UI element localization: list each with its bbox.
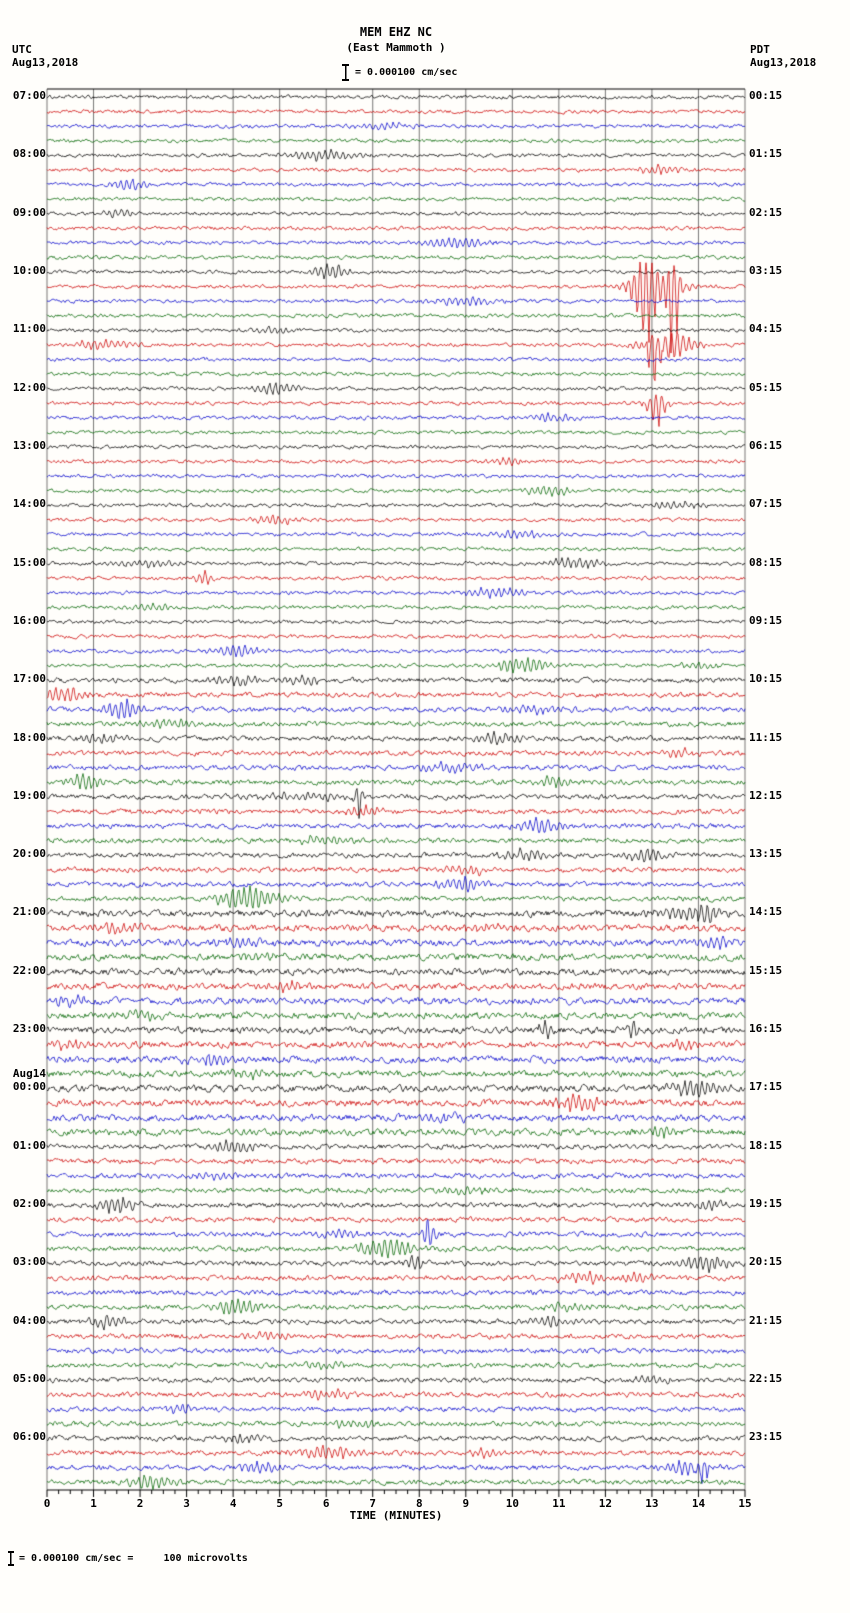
footer-scale-bar-icon xyxy=(8,1551,14,1566)
footer-text: = 0.000100 cm/sec = 100 microvolts xyxy=(19,1553,248,1564)
left-header: UTC Aug13,2018 xyxy=(12,43,78,69)
left-date-label: Aug13,2018 xyxy=(12,56,79,69)
footer-scale-note: = 0.000100 cm/sec = 100 microvolts xyxy=(8,1551,248,1566)
left-timezone-label: UTC xyxy=(12,43,32,56)
right-date-label: Aug13,2018 xyxy=(750,56,817,69)
right-timezone-label: PDT xyxy=(750,43,770,56)
scale-bar-icon xyxy=(342,64,349,81)
station-subtitle: (East Mammoth ) xyxy=(346,41,446,54)
right-header: PDT Aug13,2018 xyxy=(750,43,816,69)
scale-note-text: = 0.000100 cm/sec xyxy=(355,67,458,78)
station-title: MEM EHZ NC xyxy=(359,25,433,39)
title-block: MEM EHZ NC (East Mammoth ) xyxy=(0,25,792,54)
scale-note: = 0.000100 cm/sec xyxy=(342,64,457,81)
x-axis-title: TIME (MINUTES) xyxy=(349,1509,443,1522)
